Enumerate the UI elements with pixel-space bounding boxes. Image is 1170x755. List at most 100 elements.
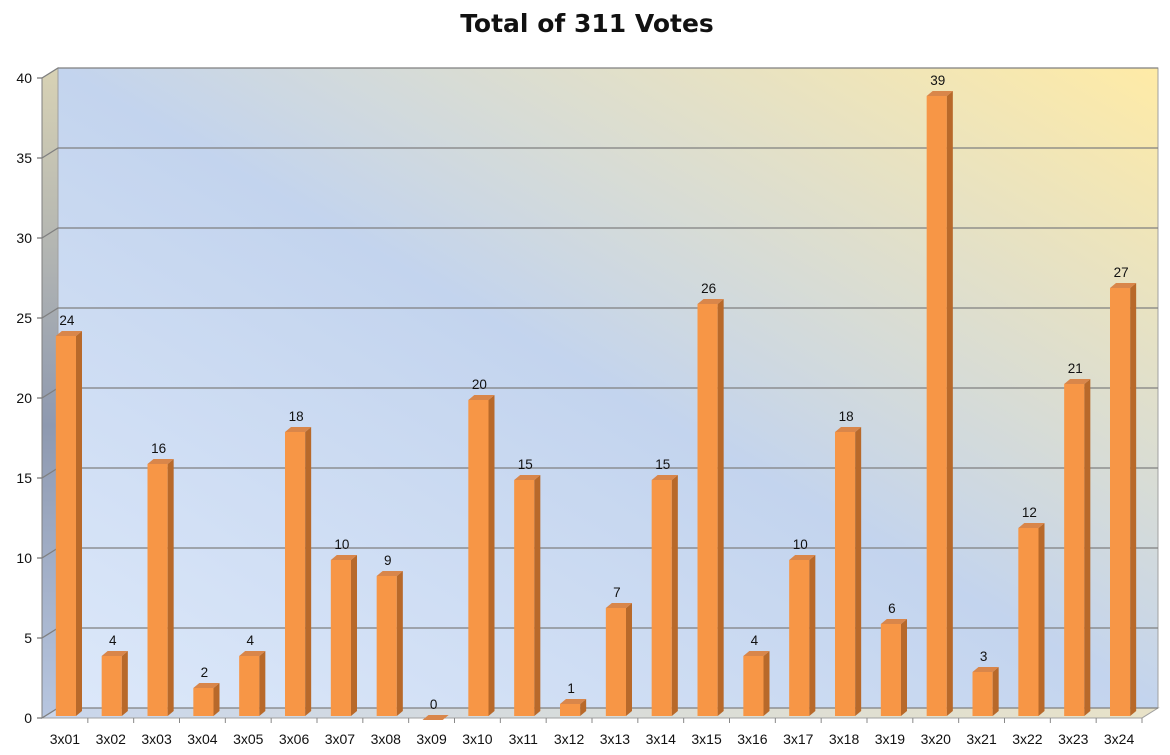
x-tick-label: 3x12 (554, 731, 585, 747)
data-label: 10 (793, 537, 808, 552)
bar (743, 656, 764, 716)
gridline (41, 227, 1158, 239)
bar-side (1130, 283, 1137, 716)
bar-top (147, 459, 174, 464)
bar-side (580, 699, 587, 716)
bar (789, 560, 810, 716)
bar (926, 96, 947, 716)
bar-top (514, 475, 541, 480)
data-label: 39 (930, 73, 945, 88)
bar-side (809, 555, 816, 716)
y-tick-label: 30 (16, 230, 32, 246)
bar (880, 624, 901, 716)
bar-side (992, 667, 999, 716)
bar-side (167, 459, 174, 716)
plot-area: 0510152025303540243x0143x02163x0323x0443… (16, 67, 1160, 747)
bar-side (305, 427, 312, 716)
bar-side (763, 651, 770, 716)
data-label: 1 (567, 681, 575, 696)
x-tick-label: 3x18 (829, 731, 860, 747)
bar (972, 672, 993, 716)
bar-side (626, 603, 632, 716)
data-label: 9 (384, 553, 392, 568)
bar-top (422, 715, 449, 720)
bar-side (76, 331, 82, 716)
bar-top (605, 603, 632, 608)
x-tick-label: 3x06 (279, 731, 310, 747)
data-label: 18 (839, 409, 854, 424)
bar (514, 480, 535, 716)
x-tick-label: 3x08 (371, 731, 402, 747)
x-tick-label: 3x22 (1012, 731, 1043, 747)
data-label: 21 (1068, 361, 1083, 376)
bar-top (468, 395, 495, 400)
data-label: 6 (888, 601, 896, 616)
data-label: 0 (430, 697, 438, 712)
x-tick-label: 3x16 (737, 731, 768, 747)
bar-side (1038, 523, 1045, 716)
bar (55, 336, 76, 716)
y-tick-label: 20 (16, 390, 32, 406)
data-label: 20 (472, 377, 487, 392)
data-label: 18 (289, 409, 304, 424)
bar-side (396, 571, 403, 716)
bar-top (1018, 523, 1045, 528)
bar (1018, 528, 1039, 716)
x-tick-label: 3x19 (875, 731, 906, 747)
x-tick-label: 3x03 (141, 731, 172, 747)
bar-top (926, 91, 953, 96)
x-tick-label: 3x23 (1058, 731, 1089, 747)
data-label: 15 (518, 457, 533, 472)
bar-top (835, 427, 862, 432)
x-tick-label: 3x17 (783, 731, 814, 747)
x-tick-label: 3x20 (921, 731, 952, 747)
bar-top (101, 651, 128, 656)
x-tick-label: 3x15 (691, 731, 722, 747)
data-label: 4 (751, 633, 759, 648)
bar (560, 704, 581, 716)
gridline (41, 147, 1158, 159)
y-tick-label: 5 (24, 630, 32, 646)
gridline (41, 67, 1158, 79)
bar-top (330, 555, 357, 560)
data-label: 4 (246, 633, 254, 648)
x-tick-label: 3x01 (50, 731, 81, 747)
bar-side (671, 475, 678, 716)
x-tick-label: 3x04 (187, 731, 218, 747)
data-label: 2 (201, 665, 209, 680)
data-label: 4 (109, 633, 117, 648)
bar-side (946, 91, 953, 716)
x-tick-label: 3x07 (325, 731, 356, 747)
chart-title: Total of 311 Votes (460, 9, 714, 38)
bar-top (697, 299, 724, 304)
data-label: 27 (1114, 265, 1129, 280)
bar-top (651, 475, 678, 480)
bar-top (743, 651, 770, 656)
bar-side (901, 619, 907, 716)
bar-side (213, 683, 220, 716)
gridline (41, 307, 1158, 319)
bar-top (560, 699, 587, 704)
bar (147, 464, 168, 716)
x-tick-label: 3x11 (509, 731, 539, 747)
x-tick-label: 3x02 (96, 731, 127, 747)
data-label: 7 (613, 585, 621, 600)
bar-top (880, 619, 907, 624)
bar-side (259, 651, 266, 716)
data-label: 12 (1022, 505, 1037, 520)
bar-top (193, 683, 220, 688)
bar-side (1084, 379, 1091, 716)
bar-side (855, 427, 862, 716)
y-tick-label: 40 (16, 70, 32, 86)
x-tick-label: 3x13 (600, 731, 631, 747)
bar (193, 688, 214, 716)
x-tick-label: 3x21 (966, 731, 997, 747)
bar-side (121, 651, 128, 716)
bar (285, 432, 306, 716)
bar (468, 400, 489, 716)
bar-side (488, 395, 495, 716)
bar-top (972, 667, 999, 672)
bar (835, 432, 856, 716)
